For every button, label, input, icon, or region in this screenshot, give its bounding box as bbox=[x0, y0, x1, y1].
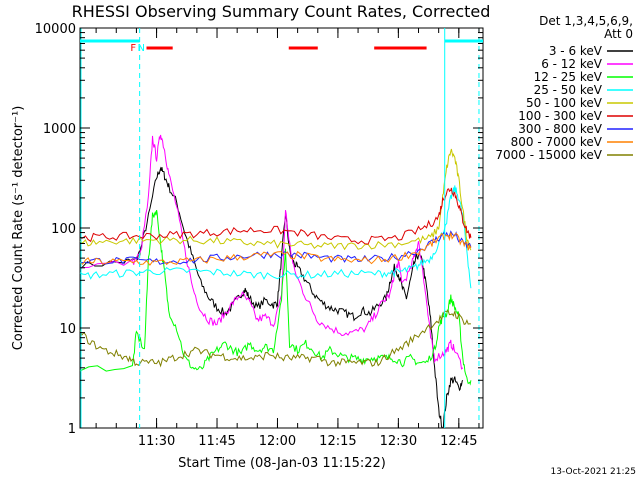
x-tick-label: 11:45 bbox=[198, 434, 235, 449]
x-tick-label: 12:45 bbox=[440, 434, 477, 449]
series-line bbox=[79, 185, 472, 289]
legend-label: 100 - 300 keV bbox=[518, 109, 602, 123]
legend-label: 3 - 6 keV bbox=[549, 44, 603, 58]
series-line bbox=[79, 232, 472, 266]
legend-header-line-2: Att 0 bbox=[604, 27, 633, 41]
flag-label: N bbox=[138, 43, 145, 54]
legend-label: 7000 - 15000 keV bbox=[495, 148, 602, 162]
series-line bbox=[79, 166, 464, 429]
x-tick-label: 12:15 bbox=[319, 434, 356, 449]
footer-timestamp: 13-Oct-2021 21:25 bbox=[551, 467, 636, 477]
legend-label: 12 - 25 keV bbox=[534, 70, 603, 84]
x-tick-label: 12:30 bbox=[380, 434, 417, 449]
y-tick-label: 1 bbox=[68, 422, 76, 437]
legend-header-line-1: Det 1,3,4,5,6,9, bbox=[539, 14, 633, 28]
x-axis-label: Start Time (08-Jan-03 11:15:22) bbox=[178, 456, 386, 471]
y-tick-label: 100 bbox=[51, 222, 76, 237]
x-tick-label: 12:00 bbox=[259, 434, 296, 449]
x-tick-label: 11:30 bbox=[138, 434, 175, 449]
legend-label: 6 - 12 keV bbox=[541, 57, 603, 71]
series-layer bbox=[79, 134, 472, 429]
series-line bbox=[79, 148, 472, 251]
series-line bbox=[79, 210, 472, 386]
legend-label: 50 - 100 keV bbox=[526, 96, 603, 110]
y-tick-label: 10000 bbox=[35, 22, 76, 37]
chart-title: RHESSI Observing Summary Count Rates, Co… bbox=[72, 2, 491, 21]
y-axis-label: Corrected Count Rate (s⁻¹ detector⁻¹) bbox=[11, 106, 26, 351]
flag-label: F bbox=[130, 43, 136, 54]
y-axis: 1 10 100 1000 10000 bbox=[35, 22, 483, 437]
y-tick-label: 1000 bbox=[43, 122, 76, 137]
y-tick-label: 10 bbox=[59, 322, 76, 337]
legend-label: 300 - 800 keV bbox=[518, 122, 602, 136]
series-line bbox=[79, 187, 472, 245]
series-line bbox=[79, 309, 471, 368]
legend-label: 25 - 50 keV bbox=[534, 83, 603, 97]
series-line bbox=[79, 134, 464, 370]
legend-label: 800 - 7000 keV bbox=[511, 135, 603, 149]
x-axis: 11:30 11:45 12:00 12:15 12:30 12:45 bbox=[95, 28, 480, 449]
